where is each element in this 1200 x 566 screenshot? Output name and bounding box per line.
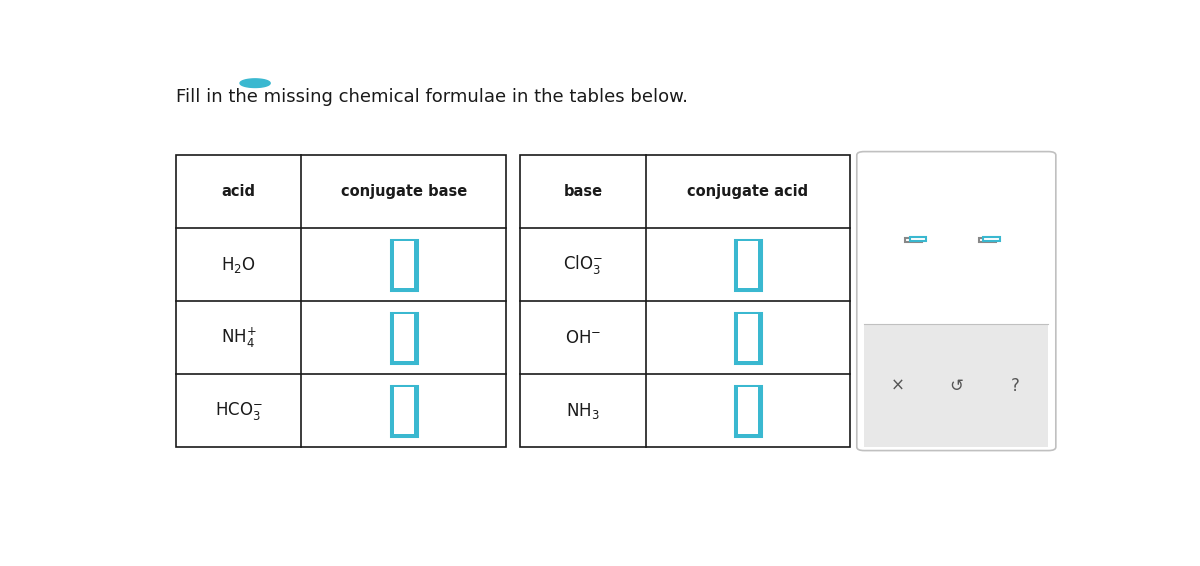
FancyBboxPatch shape — [391, 312, 416, 363]
Text: $\mathrm{OH^{-}}$: $\mathrm{OH^{-}}$ — [565, 329, 601, 346]
FancyBboxPatch shape — [738, 241, 758, 288]
Text: Fill in the missing chemical formulae in the tables below.: Fill in the missing chemical formulae in… — [176, 88, 688, 105]
Bar — [983, 237, 1000, 241]
FancyBboxPatch shape — [394, 314, 414, 361]
Text: acid: acid — [222, 184, 256, 199]
FancyBboxPatch shape — [738, 314, 758, 361]
Text: ?: ? — [1010, 377, 1020, 395]
FancyBboxPatch shape — [734, 312, 761, 363]
Bar — [910, 237, 926, 241]
Text: $\mathrm{ClO_{3}^{-}}$: $\mathrm{ClO_{3}^{-}}$ — [563, 253, 602, 276]
Text: ×: × — [890, 377, 905, 395]
Text: conjugate base: conjugate base — [341, 184, 467, 199]
Text: ↺: ↺ — [949, 377, 964, 395]
Text: $\mathrm{H_{2}O}$: $\mathrm{H_{2}O}$ — [222, 255, 256, 275]
FancyBboxPatch shape — [391, 385, 416, 436]
Text: $\mathrm{NH_{3}}$: $\mathrm{NH_{3}}$ — [566, 401, 600, 421]
Text: $\mathrm{NH_{4}^{+}}$: $\mathrm{NH_{4}^{+}}$ — [221, 325, 257, 350]
Bar — [905, 238, 922, 242]
Text: $\mathrm{HCO_{3}^{-}}$: $\mathrm{HCO_{3}^{-}}$ — [215, 400, 263, 422]
FancyBboxPatch shape — [734, 239, 761, 290]
Text: conjugate acid: conjugate acid — [688, 184, 809, 199]
Bar — [979, 238, 996, 242]
FancyBboxPatch shape — [394, 241, 414, 288]
FancyBboxPatch shape — [394, 387, 414, 434]
FancyBboxPatch shape — [857, 152, 1056, 451]
FancyBboxPatch shape — [734, 385, 761, 436]
Polygon shape — [240, 79, 270, 88]
FancyBboxPatch shape — [391, 239, 416, 290]
Text: base: base — [563, 184, 602, 199]
Bar — [520, 155, 851, 447]
Bar — [864, 324, 1049, 447]
Bar — [176, 155, 506, 447]
FancyBboxPatch shape — [738, 387, 758, 434]
